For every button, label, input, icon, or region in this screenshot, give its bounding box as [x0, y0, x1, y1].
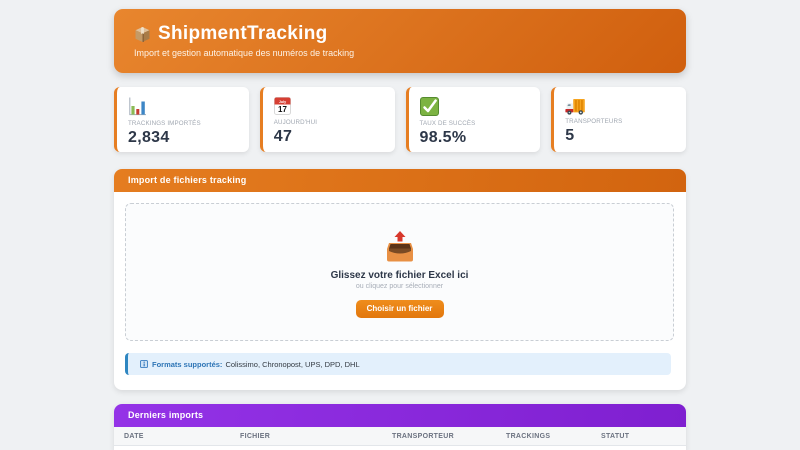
svg-text:17: 17 — [278, 104, 287, 113]
svg-text:July: July — [279, 99, 286, 103]
